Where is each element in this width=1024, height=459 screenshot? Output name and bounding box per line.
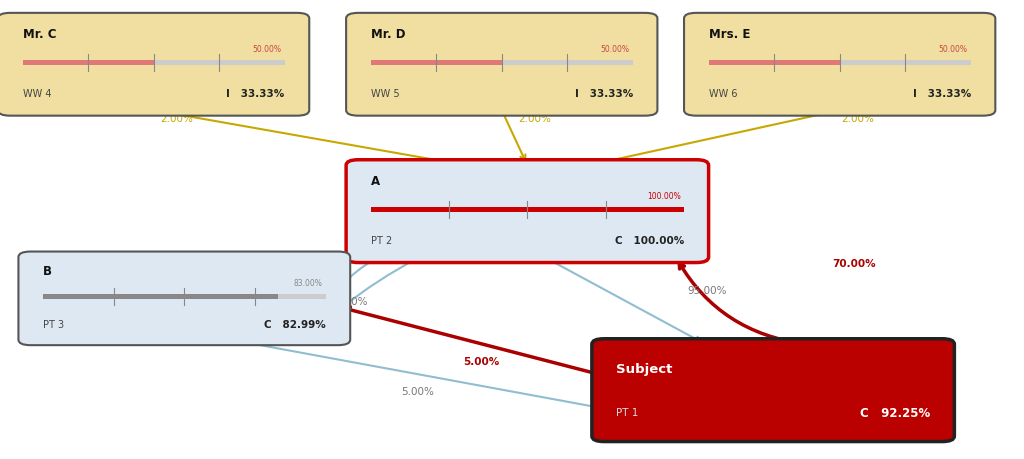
Text: 100.00%: 100.00%: [647, 192, 681, 201]
Text: Mr. D: Mr. D: [371, 28, 406, 41]
Text: PT 1: PT 1: [616, 408, 639, 418]
Text: 70.00%: 70.00%: [833, 259, 876, 269]
Bar: [371, 60, 633, 65]
FancyBboxPatch shape: [684, 13, 995, 116]
Text: 95.00%: 95.00%: [687, 286, 727, 297]
Text: 24.00%: 24.00%: [329, 297, 368, 307]
Text: Mr. C: Mr. C: [23, 28, 56, 41]
Text: I   33.33%: I 33.33%: [912, 89, 971, 99]
Text: 5.00%: 5.00%: [463, 357, 500, 367]
Bar: [23, 60, 154, 65]
Bar: [43, 294, 326, 299]
Text: Mrs. E: Mrs. E: [709, 28, 750, 41]
Bar: [43, 294, 278, 299]
Text: WW 6: WW 6: [709, 89, 737, 99]
Text: C   82.99%: C 82.99%: [264, 320, 326, 330]
Text: 95.00%: 95.00%: [288, 259, 327, 269]
Text: 2.00%: 2.00%: [160, 114, 194, 124]
Bar: [709, 60, 840, 65]
Bar: [371, 207, 684, 212]
Text: WW 4: WW 4: [23, 89, 51, 99]
Text: C   100.00%: C 100.00%: [614, 235, 684, 246]
FancyBboxPatch shape: [346, 13, 657, 116]
Bar: [709, 60, 971, 65]
Bar: [371, 207, 684, 212]
Text: 50.00%: 50.00%: [939, 45, 968, 54]
Text: 5.00%: 5.00%: [400, 387, 434, 397]
Text: WW 5: WW 5: [371, 89, 399, 99]
Bar: [371, 60, 502, 65]
Text: PT 3: PT 3: [43, 320, 65, 330]
Text: I   33.33%: I 33.33%: [574, 89, 633, 99]
Text: 50.00%: 50.00%: [253, 45, 282, 54]
Text: PT 2: PT 2: [371, 235, 392, 246]
Text: C   92.25%: C 92.25%: [859, 407, 930, 420]
FancyBboxPatch shape: [592, 339, 954, 442]
Text: A: A: [371, 175, 380, 188]
Text: 2.00%: 2.00%: [518, 114, 552, 124]
Text: Subject: Subject: [616, 364, 673, 376]
FancyBboxPatch shape: [18, 252, 350, 345]
FancyBboxPatch shape: [346, 160, 709, 263]
FancyBboxPatch shape: [0, 13, 309, 116]
Text: B: B: [43, 265, 52, 279]
Text: 2.00%: 2.00%: [841, 114, 874, 124]
Text: I   33.33%: I 33.33%: [226, 89, 285, 99]
Bar: [23, 60, 285, 65]
Text: 50.00%: 50.00%: [601, 45, 630, 54]
Text: 83.00%: 83.00%: [294, 280, 323, 288]
